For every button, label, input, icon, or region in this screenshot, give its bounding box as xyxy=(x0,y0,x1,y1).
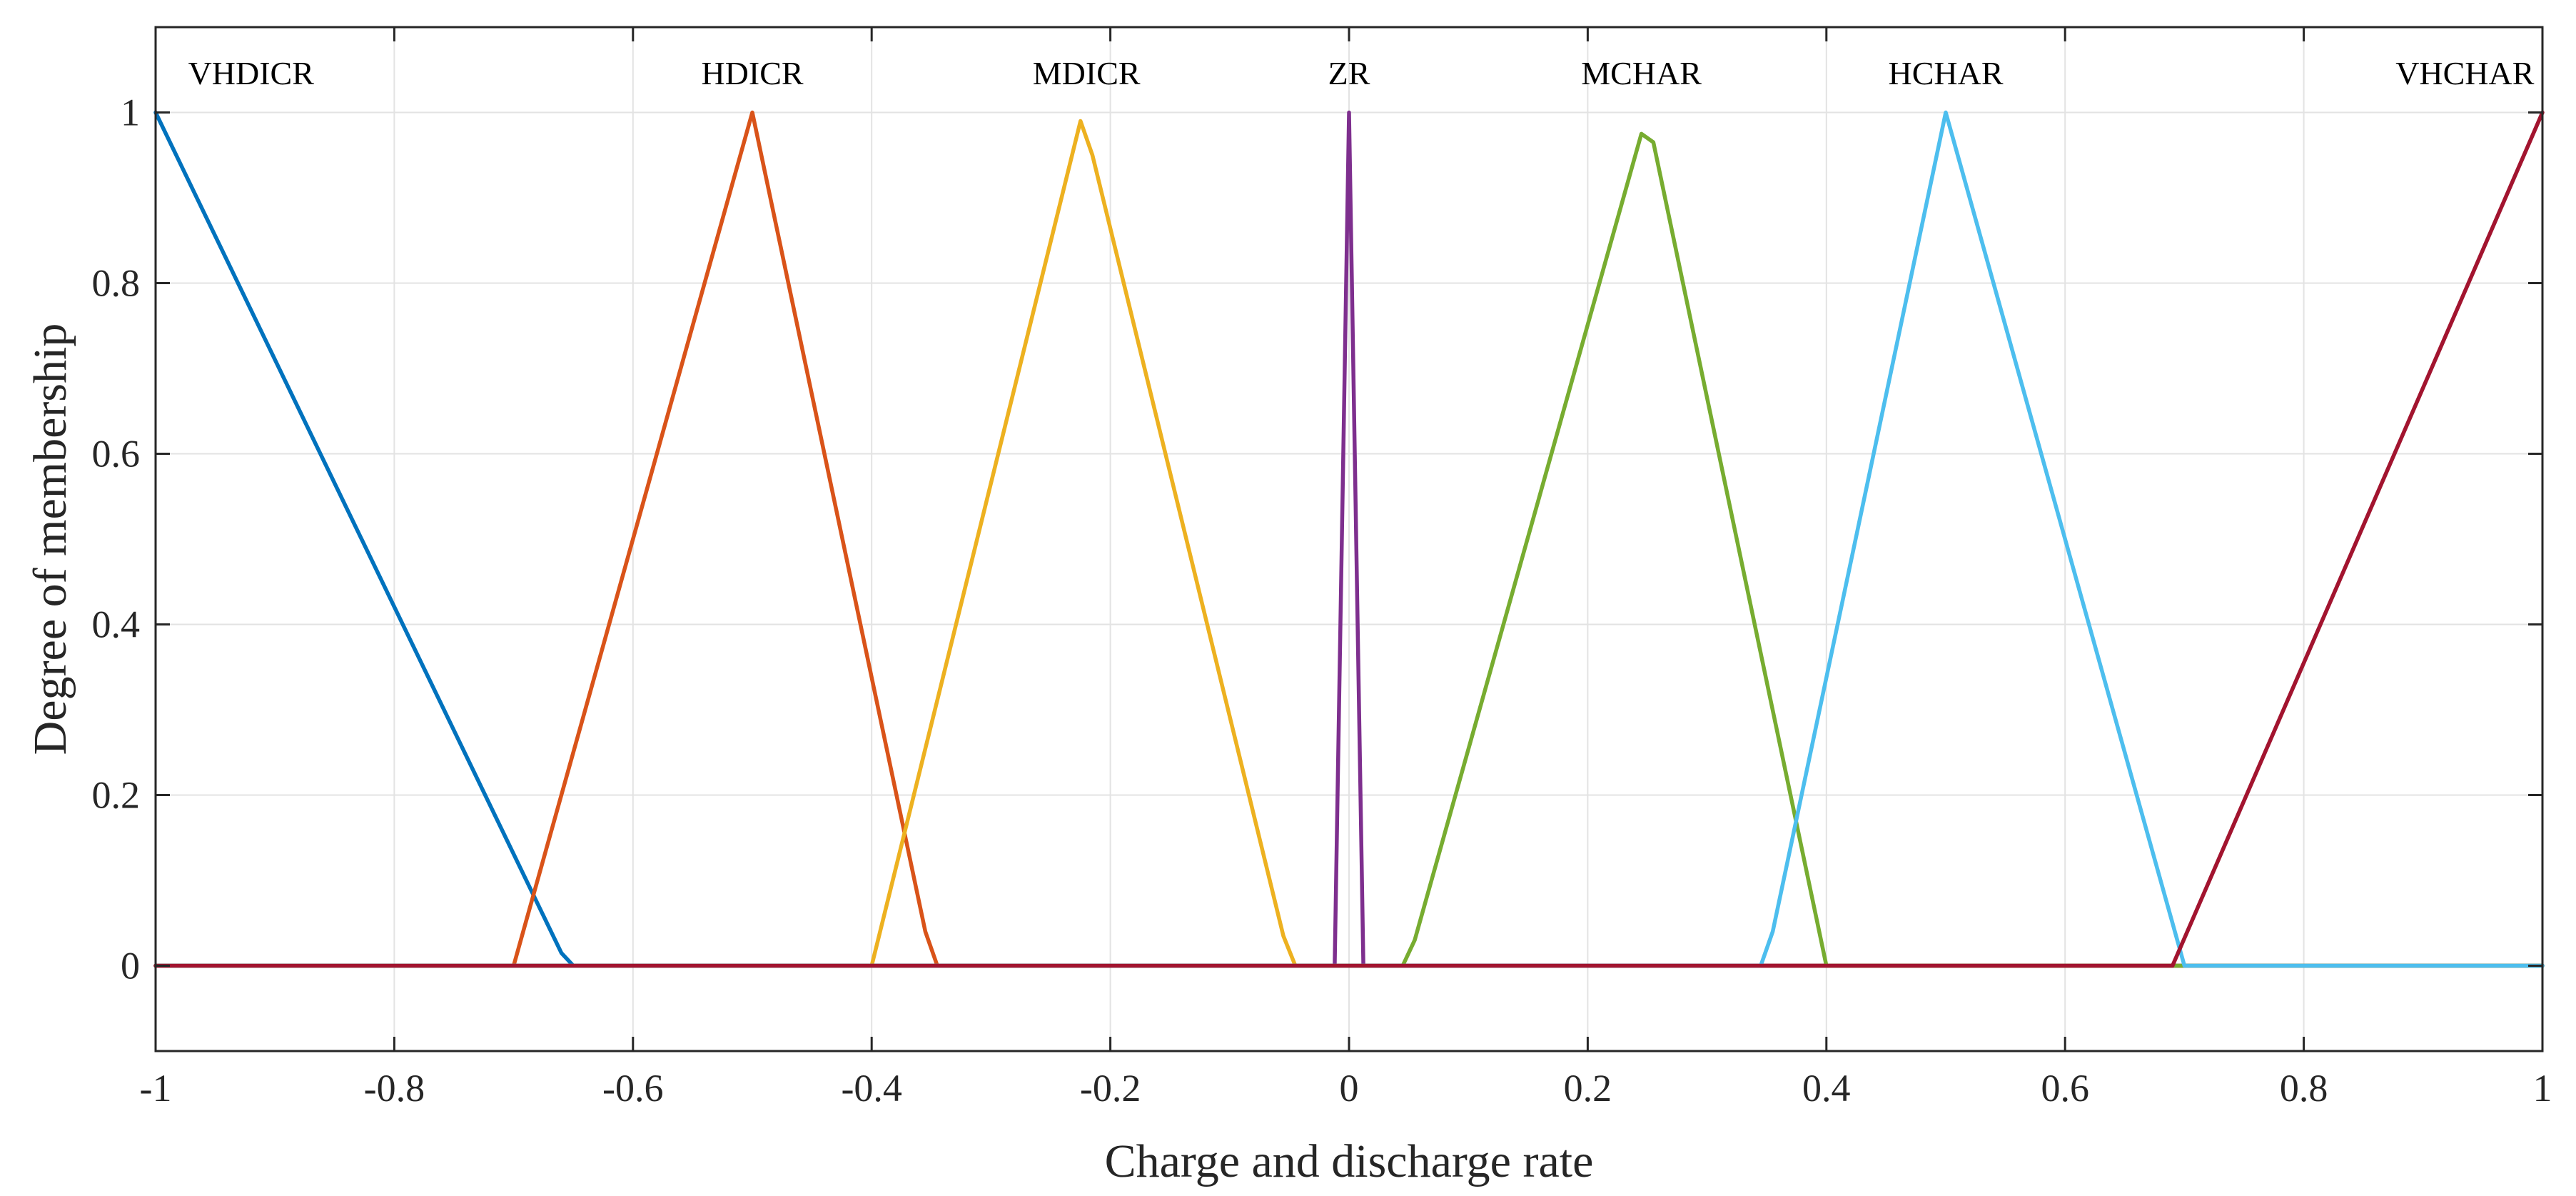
x-tick-label: -0.8 xyxy=(364,1067,425,1110)
series-label-hchar: HCHAR xyxy=(1888,55,2003,91)
x-tick-label: 0.4 xyxy=(1802,1067,1851,1110)
x-tick-label: -0.4 xyxy=(841,1067,901,1110)
y-tick-label: 0.2 xyxy=(92,774,141,817)
series-label-vhdicr: VHDICR xyxy=(188,55,315,91)
y-tick-label: 0 xyxy=(121,945,140,988)
series-label-zr: ZR xyxy=(1328,55,1370,91)
x-tick-label: -0.6 xyxy=(602,1067,663,1110)
x-tick-label: 0.8 xyxy=(2280,1067,2328,1110)
x-tick-label: -1 xyxy=(140,1067,172,1110)
series-group xyxy=(153,110,2545,968)
x-axis-title: Charge and discharge rate xyxy=(1105,1135,1594,1187)
y-axis-title: Degree of membership xyxy=(24,323,76,755)
series-label-mchar: MCHAR xyxy=(1581,55,1702,91)
series-line-vhchar xyxy=(153,110,2545,968)
y-tick-label: 0.8 xyxy=(92,262,141,305)
x-tick-label: 0.2 xyxy=(1564,1067,1612,1110)
series-label-mdicr: MDICR xyxy=(1033,55,1141,91)
y-tick-label: 0.6 xyxy=(92,433,141,476)
series-labels: VHDICR HDICR MDICR ZR MCHAR HCHAR VHCHAR xyxy=(188,55,2535,91)
x-tick-label: 0 xyxy=(1340,1067,1359,1110)
y-tick-label: 1 xyxy=(121,91,140,134)
y-tick-label: 0.4 xyxy=(92,603,141,646)
x-tick-label: 0.6 xyxy=(2041,1067,2089,1110)
x-tick-label: 1 xyxy=(2533,1067,2552,1110)
x-tick-label: -0.2 xyxy=(1080,1067,1141,1110)
series-label-vhchar: VHCHAR xyxy=(2395,55,2535,91)
ticks: -1 -0.8 -0.6 -0.4 -0.2 0 0.2 0.4 0.6 0.8 1 0 0.2 0.4 0… xyxy=(92,27,2552,1110)
series-label-hdicr: HDICR xyxy=(701,55,803,91)
